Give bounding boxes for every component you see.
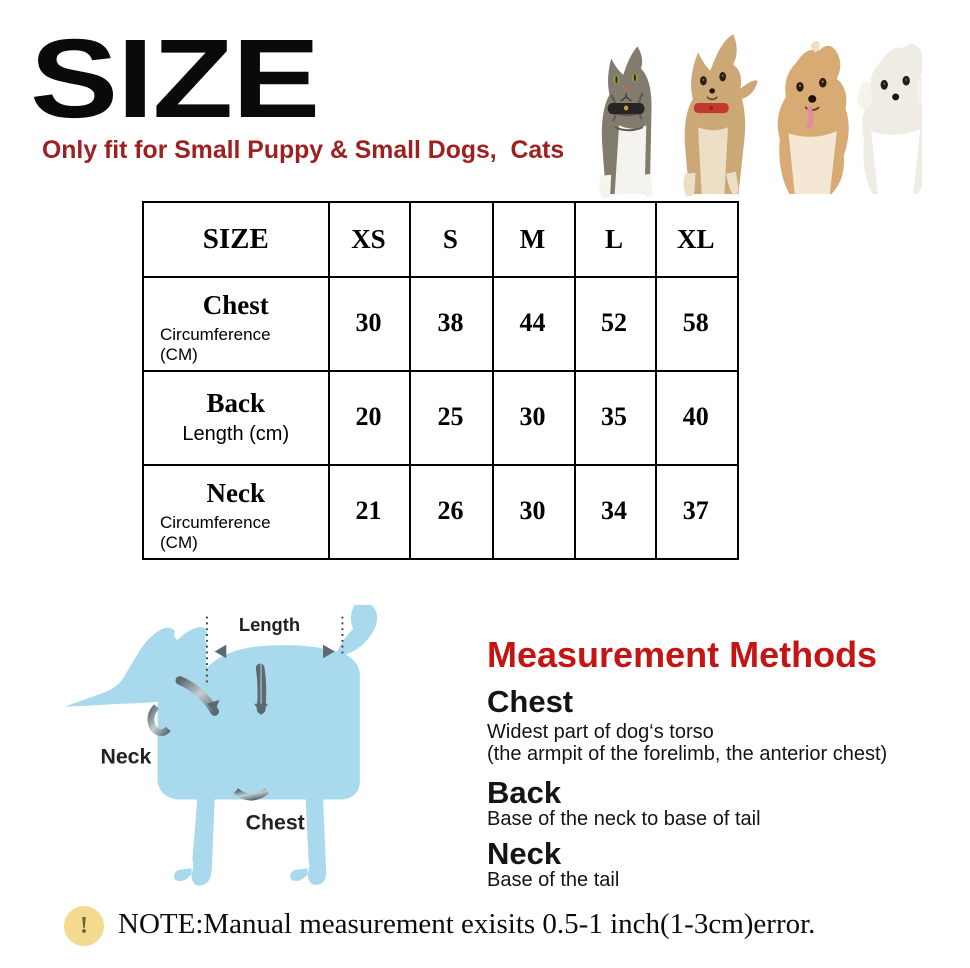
svg-text:Neck: Neck bbox=[100, 745, 151, 769]
svg-text:Length: Length bbox=[239, 614, 300, 635]
svg-text:Chest: Chest bbox=[246, 811, 305, 835]
